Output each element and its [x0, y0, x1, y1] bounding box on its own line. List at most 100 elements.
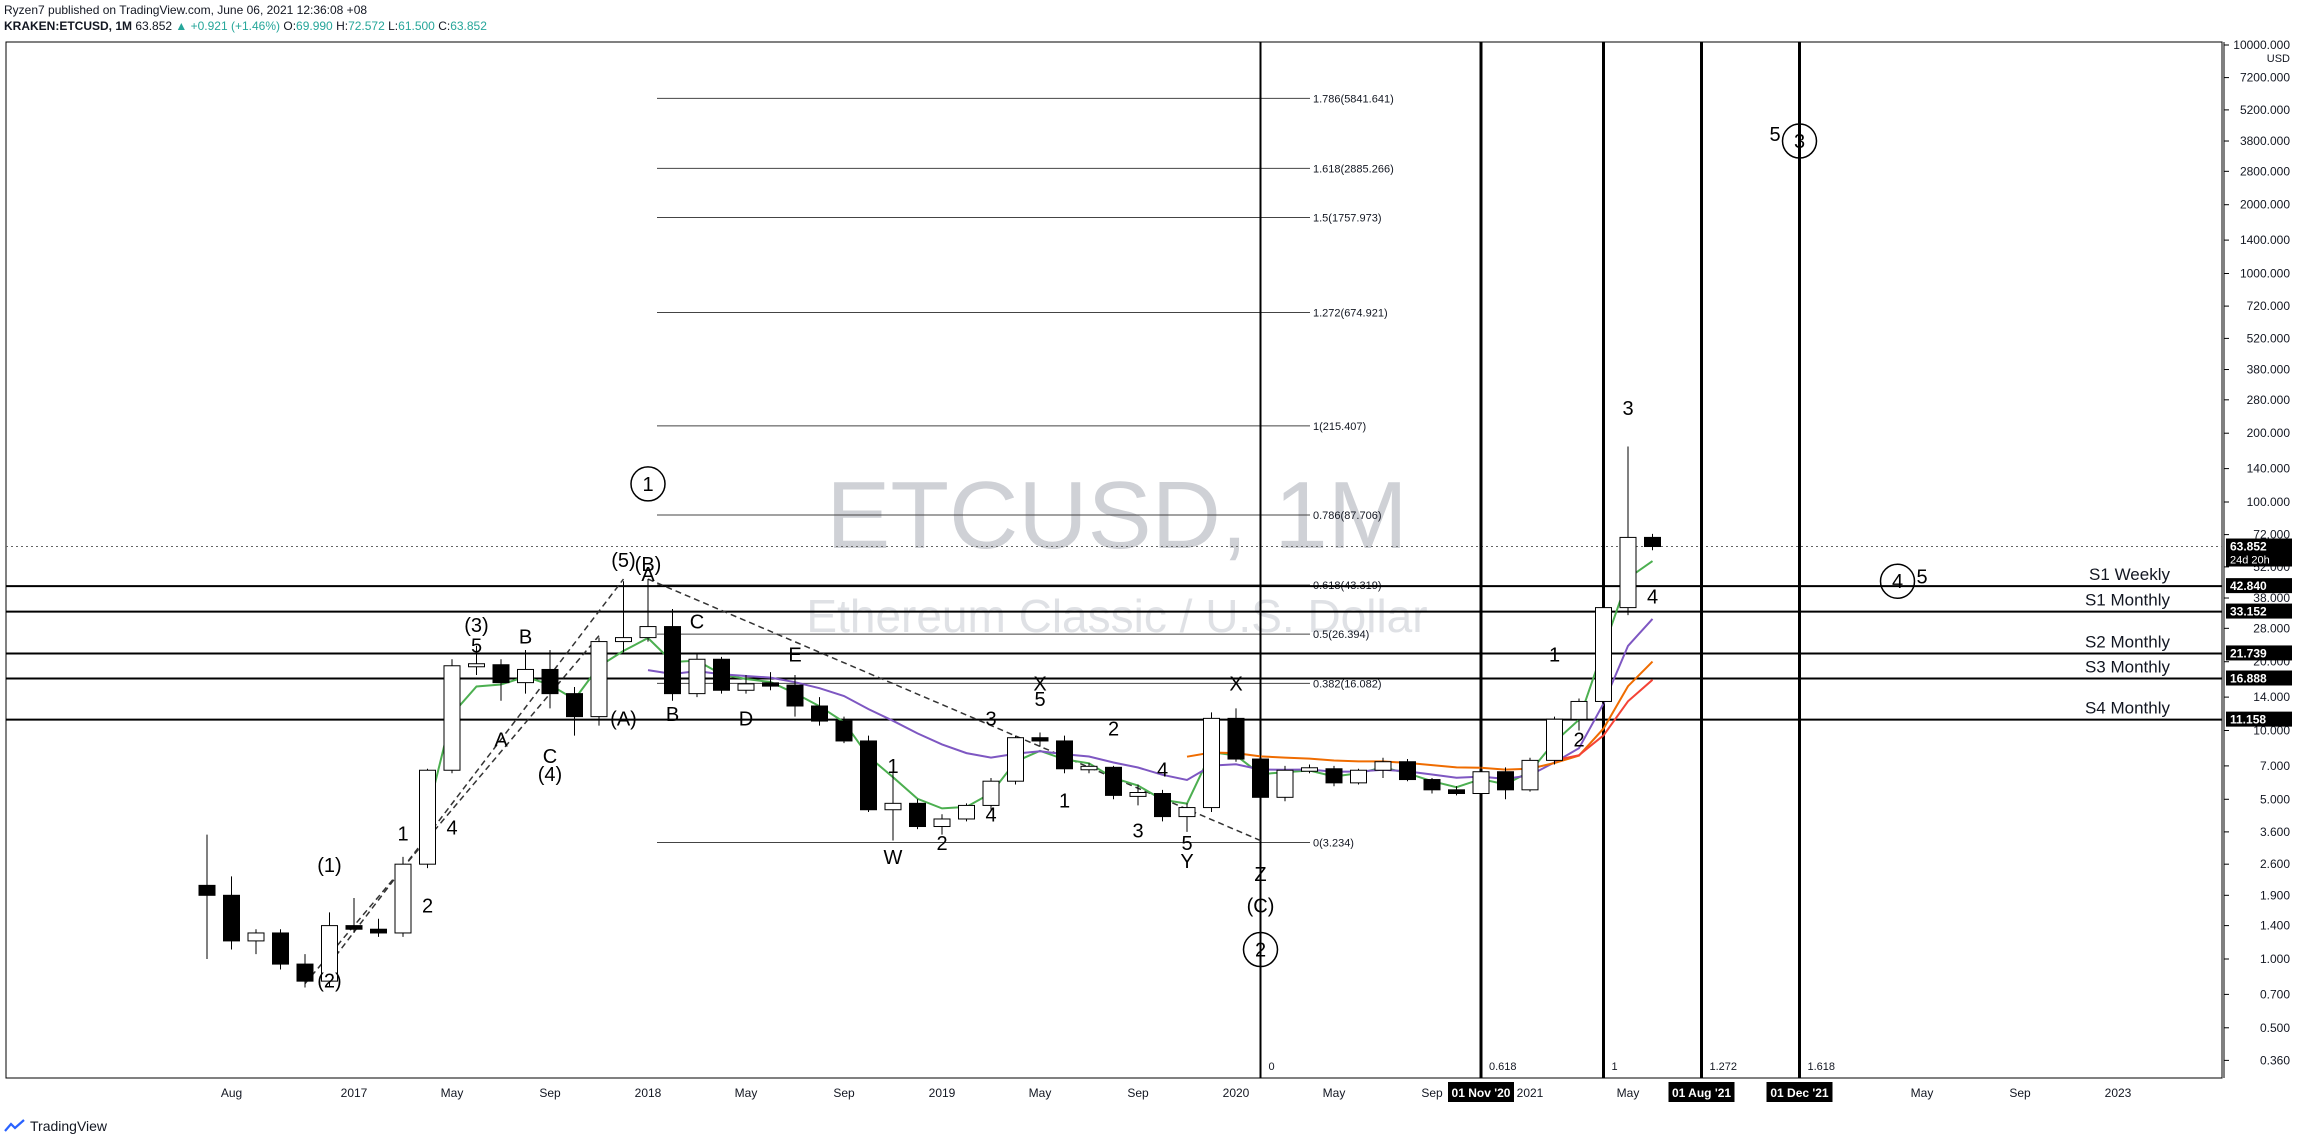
- x-tick-label: 2018: [635, 1086, 662, 1100]
- y-tick-label: 1400.000: [2240, 233, 2290, 247]
- x-tick-label: Sep: [1127, 1086, 1149, 1100]
- fib-level-label: 1.786(5841.641): [1313, 93, 1394, 105]
- x-tick-badge: [1448, 1082, 1514, 1102]
- candle-body: [909, 802, 926, 828]
- candle-body: [1546, 718, 1563, 761]
- wave-label: C: [690, 611, 704, 633]
- wave-label: B: [666, 704, 679, 726]
- tradingview-logo-icon: [4, 1119, 25, 1132]
- pivot-level-label: S1 Monthly: [2085, 591, 2171, 610]
- candle-body: [1521, 759, 1539, 791]
- candle-body: [688, 658, 706, 695]
- plot-frame: [5, 41, 2223, 1079]
- y-tick-label: 1.900: [2260, 888, 2290, 902]
- y-tick-label: 140.000: [2247, 462, 2291, 476]
- wave-label: 2: [422, 895, 433, 917]
- wave-label: X: [1033, 673, 1046, 695]
- wave-label: E: [788, 645, 801, 667]
- candle-body: [615, 637, 632, 643]
- candle-body: [1325, 768, 1343, 784]
- candle-body: [590, 641, 608, 718]
- candle-body: [1178, 807, 1196, 818]
- candle-body: [1472, 771, 1490, 795]
- fib-level-label: 1.272(674.921): [1313, 308, 1388, 320]
- candle-body: [1448, 789, 1465, 795]
- tradingview-footer[interactable]: TradingView: [4, 1118, 107, 1134]
- candle-body: [933, 818, 951, 828]
- x-tick-label: May: [1323, 1086, 1346, 1100]
- watermark-subtitle: Ethereum Classic / U.S. Dollar: [806, 590, 1427, 642]
- candle-body: [1570, 700, 1588, 720]
- candle-body: [1301, 767, 1318, 772]
- price-badge-value: 42.840: [2230, 579, 2267, 593]
- candle-body: [1374, 761, 1392, 771]
- candle-body: [835, 720, 853, 742]
- wave-label: D: [739, 709, 753, 731]
- x-tick-label: 01 Dec '21: [1770, 1086, 1829, 1100]
- price-badge: [2226, 578, 2292, 594]
- candle-body: [982, 780, 1000, 806]
- y-tick-label: 1.000: [2260, 952, 2290, 966]
- candle-body: [566, 693, 583, 718]
- y-tick-label: 2000.000: [2240, 198, 2290, 212]
- candle-body: [296, 963, 314, 982]
- price-badge-value: 33.152: [2230, 605, 2267, 619]
- wave-label: 1: [887, 756, 898, 778]
- candle-body: [272, 932, 289, 965]
- candle-body: [786, 684, 804, 707]
- time-fib-label: 1.618: [1808, 1061, 1836, 1073]
- wave-label: A: [641, 564, 655, 586]
- price-badge-value: 11.158: [2230, 713, 2266, 727]
- chart-watermark: ETCUSD, 1M Ethereum Classic / U.S. Dolla…: [806, 462, 1427, 642]
- price-badge-value: 16.888: [2230, 671, 2267, 685]
- y-tick-label: 7.000: [2260, 759, 2290, 773]
- footer-brand: TradingView: [30, 1118, 108, 1134]
- wave-label: A: [494, 730, 508, 752]
- x-tick-badge: [1766, 1082, 1833, 1102]
- wave-circle: [1781, 123, 1818, 159]
- wave-label: (2): [317, 971, 341, 993]
- y-tick-label: 2800.000: [2240, 164, 2290, 178]
- candle-body: [1105, 766, 1122, 796]
- x-tick-label: May: [1617, 1086, 1640, 1100]
- candle-body: [1154, 793, 1171, 818]
- wave-label: 3: [1132, 821, 1143, 843]
- wave-label: 5: [1769, 124, 1780, 146]
- candle-body: [1203, 717, 1220, 809]
- y-tick-label: 0.360: [2260, 1053, 2290, 1067]
- candle-body: [1276, 769, 1294, 798]
- price-badge-sub: 24d 20h: [2230, 555, 2270, 567]
- x-tick-label: 2021: [1517, 1086, 1544, 1100]
- y-tick-label: 5200.000: [2240, 103, 2290, 117]
- price-badge-value: 63.852: [2230, 540, 2267, 554]
- wave-circled-label: 1: [642, 474, 653, 496]
- wave-label: 1: [397, 824, 408, 846]
- y-tick-label: 0.700: [2260, 987, 2290, 1001]
- wave-label: 4: [1647, 586, 1658, 608]
- candle-body: [1497, 771, 1514, 791]
- wave-label: 2: [936, 833, 947, 855]
- candle-body: [1031, 737, 1049, 742]
- candle-body: [1619, 536, 1637, 609]
- y-tick-label: 14.000: [2253, 690, 2290, 704]
- ohlc-line: KRAKEN:ETCUSD, 1M 63.852 ▲ +0.921 (+1.46…: [4, 18, 487, 34]
- y-tick-label: 38.000: [2253, 591, 2290, 605]
- close-value: 63.852: [450, 19, 487, 33]
- wave-circled-label: 3: [1794, 131, 1805, 153]
- y-tick-label: 72.000: [2253, 528, 2290, 542]
- price-badge-value: 21.739: [2230, 646, 2267, 660]
- wave-circled-label: 2: [1255, 940, 1266, 962]
- wave-label: 5: [1916, 566, 1927, 588]
- y-tick-label: 3800.000: [2240, 134, 2290, 148]
- wave-circle: [1879, 563, 1916, 599]
- wave-label: Z: [1254, 864, 1266, 886]
- fib-level-label: 0.382(16.082): [1313, 678, 1382, 690]
- candle-body: [1595, 607, 1612, 702]
- candle-body: [468, 663, 485, 668]
- x-tick-label: 2020: [1223, 1086, 1250, 1100]
- wave-label: 4: [446, 818, 457, 840]
- wave-label: 5: [471, 635, 482, 657]
- wave-label: 5: [1034, 689, 1045, 711]
- candle-body: [394, 863, 412, 934]
